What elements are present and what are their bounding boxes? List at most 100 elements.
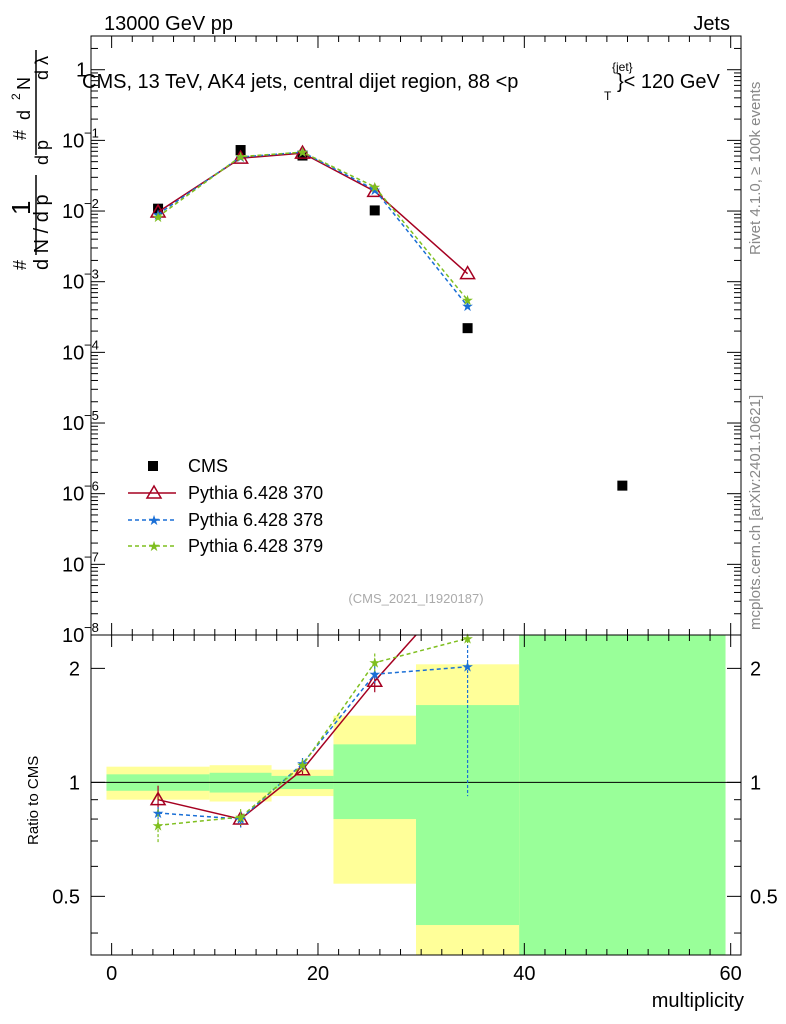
- ratio-y-tick-label-right: 0.5: [750, 886, 778, 908]
- main-y-tick-exp: −4: [84, 337, 99, 352]
- main-series-3: ★ ★ ★ ★ ★: [152, 144, 474, 308]
- main-y-tick-label: 10: [62, 625, 84, 647]
- analysis-label: (CMS_2021_I1920187): [348, 591, 483, 606]
- legend-label-378: Pythia 6.428 378: [188, 510, 323, 530]
- ratio-point: [366, 672, 384, 687]
- ratio-point: ★: [234, 809, 247, 825]
- ratio-panel: ★ ★★★ ★★★★★★0 20 40 600.5 0.51 12 2: [52, 630, 778, 985]
- main-ylabel: 1 d N / d p # d 2 N d p d λ #: [6, 50, 53, 270]
- svg-text:d p: d p: [32, 140, 52, 165]
- ratio-point: ★: [368, 666, 381, 682]
- legend: CMS Pythia 6.428 370 ★ Pythia 6.428 378 …: [128, 456, 323, 556]
- main-point: [232, 149, 249, 164]
- plot-title-main: CMS, 13 TeV, AK4 jets, central dijet reg…: [82, 71, 518, 93]
- main-point: ★: [461, 292, 474, 308]
- main-y-tick-exp: −8: [84, 620, 99, 635]
- ratio-series-2: ★★★★★: [152, 630, 474, 844]
- ratio-frame: [90, 634, 742, 956]
- ratio-point: ★: [296, 757, 309, 773]
- ratio-band-green: [519, 635, 726, 955]
- main-point: [459, 265, 476, 280]
- svg-text:2: 2: [9, 93, 23, 100]
- ratio-point: ★: [152, 805, 165, 821]
- legend-label-379: Pythia 6.428 379: [188, 536, 323, 556]
- svg-text:#: #: [10, 260, 30, 270]
- main-y-tick-label: 10: [62, 201, 84, 223]
- ratio-y-tick-label: 1: [69, 772, 80, 794]
- legend-entry-370: Pythia 6.428 370: [128, 483, 323, 503]
- main-y-tick-exp: −7: [84, 549, 99, 564]
- main-y-tick-exp: −3: [84, 267, 99, 282]
- svg-text:d λ: d λ: [32, 56, 52, 80]
- svg-text:#: #: [10, 130, 30, 140]
- svg-text:★: ★: [148, 512, 161, 528]
- ratio-x-tick-label: 60: [720, 963, 742, 985]
- main-series-line: [157, 151, 469, 307]
- ratio-point: ★: [461, 659, 474, 675]
- ratio-band-green: [333, 744, 416, 820]
- legend-label-cms: CMS: [188, 456, 228, 476]
- main-series-2: ★★ ★★★: [152, 144, 474, 314]
- x-axis-title: multiplicity: [652, 990, 744, 1012]
- svg-text:d N / d p: d N / d p: [31, 194, 53, 270]
- main-point: [149, 203, 167, 218]
- ratio-y-tick-label: 2: [69, 658, 80, 680]
- legend-entry-cms: CMS: [148, 456, 228, 476]
- plot-title-end: }< 120 GeV: [617, 71, 721, 93]
- rivet-label: Rivet 4.1.0, ≥ 100k events: [747, 82, 764, 255]
- main-y-tick-label: 10: [62, 484, 84, 506]
- legend-entry-378: ★ Pythia 6.428 378: [128, 510, 323, 530]
- main-y-tick-label: 10: [62, 413, 84, 435]
- header-right: Jets: [693, 13, 730, 35]
- legend-entry-379: ★ Pythia 6.428 379: [128, 536, 323, 556]
- svg-text:★: ★: [148, 538, 161, 554]
- main-y-tick-label: 10: [62, 554, 84, 576]
- main-series-line: [157, 152, 469, 275]
- ratio-point: [294, 761, 311, 776]
- main-point: [297, 150, 308, 161]
- main-point: ★: [152, 206, 165, 222]
- ratio-ylabel: Ratio to CMS: [25, 756, 42, 845]
- main-y-tick-exp: −2: [84, 196, 99, 211]
- ratio-y-tick-label-right: 1: [750, 772, 761, 794]
- plot-title: CMS, 13 TeV, AK4 jets, central dijet reg…: [82, 71, 518, 93]
- ratio-point: [149, 791, 167, 806]
- main-point: [294, 144, 311, 159]
- legend-label-370: Pythia 6.428 370: [188, 483, 323, 503]
- main-point: ★: [461, 298, 474, 314]
- plot-title-sup: {jet}: [612, 60, 633, 74]
- main-series-line: [157, 151, 469, 301]
- main-point: [366, 182, 384, 198]
- ratio-point: ★: [461, 630, 474, 646]
- main-y-tick-exp: −6: [84, 479, 99, 494]
- ratio-x-tick-label: 0: [106, 963, 117, 985]
- main-y-tick-label: 1: [76, 60, 87, 82]
- ratio-y-tick-label: 0.5: [52, 886, 80, 908]
- main-point: ★: [152, 209, 165, 225]
- main-panel: 10−810−710−610−510−410−310−210 −11★★ ★★★★★…: [62, 35, 742, 647]
- main-y-tick-label: 10: [62, 342, 84, 364]
- ratio-band-green: [416, 705, 520, 926]
- header-left: 13000 GeV pp: [104, 13, 233, 35]
- main-point: [369, 205, 380, 216]
- ratio-point: ★: [152, 817, 165, 833]
- main-y-tick-label: 10: [62, 272, 84, 294]
- main-series-1: [149, 144, 476, 280]
- main-point: ★: [368, 179, 381, 195]
- main-point: [153, 203, 164, 214]
- ratio-y-tick-label-right: 2: [750, 658, 761, 680]
- ratio-x-tick-label: 40: [513, 963, 535, 985]
- main-point: [617, 480, 628, 491]
- ratio-point: ★: [368, 655, 381, 671]
- main-y-tick-exp: −1: [84, 125, 99, 140]
- ratio-series-line: [158, 665, 468, 820]
- ratio-x-tick-label: 20: [307, 963, 329, 985]
- main-point: ★: [296, 144, 309, 160]
- main-point: ★: [234, 149, 247, 165]
- svg-text:N: N: [14, 77, 34, 90]
- main-series-0: [153, 145, 628, 491]
- svg-text:1: 1: [6, 201, 36, 215]
- mcplots-label: mcplots.cern.ch [arXiv:2401.10621]: [747, 395, 764, 630]
- main-point: [462, 323, 473, 334]
